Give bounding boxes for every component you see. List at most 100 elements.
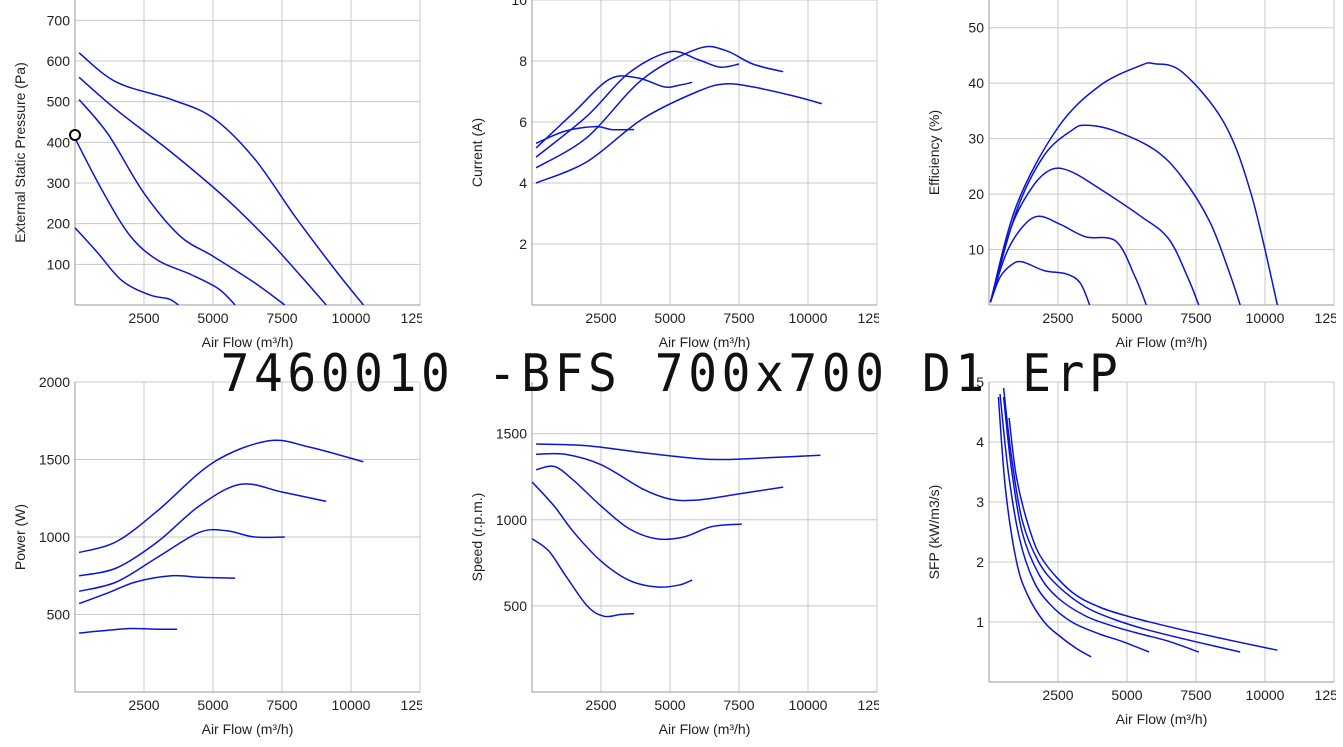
series-line-4 [989,215,1147,305]
efficiency-chart: 2500 5000 7500 10000 12500 10 20 30 40 50 Air Flow… [926,0,1343,350]
y-tick-label: 4 [976,434,984,450]
x-tick-label: 12500 [401,310,440,326]
x-tick-label: 10000 [789,697,828,713]
x-tick-label: 12500 [401,697,440,713]
operating-point-marker[interactable] [69,129,81,142]
y-tick-label: 1000 [496,512,527,528]
x-tick-label: 7500 [1180,687,1211,703]
x-tick-label: 10000 [332,697,371,713]
x-axis-label: Air Flow (m³/h) [202,721,294,737]
x-tick-label: 5000 [654,697,685,713]
x-tick-label: 5000 [197,697,228,713]
x-tick-label: 2500 [585,697,616,713]
series-line-4 [78,574,236,605]
y-tick-label: 100 [47,256,71,272]
y-tick-label: 3 [976,494,984,510]
x-tick-label: 10000 [332,310,371,326]
y-tick-label: 4 [519,175,527,191]
y-tick-label: 400 [47,134,71,150]
y-tick-label: 2000 [39,374,70,390]
y-axis-label: SFP (kW/m3/s) [926,485,942,580]
y-axis-label: External Static Pressure (Pa) [12,62,28,243]
series-line-5 [79,627,178,634]
y-tick-label: 10 [968,242,984,258]
y-tick-label: 50 [968,20,984,36]
series-line-4 [75,137,236,305]
power-chart: 2500 5000 7500 10000 12500 500 1000 1500 2000 Air… [12,374,440,737]
y-tick-label: 8 [519,53,527,69]
y-tick-label: 40 [968,75,984,91]
y-tick-label: 6 [519,114,527,130]
x-tick-label: 7500 [723,310,754,326]
series-line-3 [78,99,286,305]
series-line-2 [536,452,784,502]
y-tick-label: 500 [47,607,71,623]
series-line-4 [999,393,1150,653]
y-tick-label: 500 [47,94,71,110]
series-line-1 [78,52,364,305]
pressure-chart: 2500 5000 7500 10000 12500 100 200 300 400 500 600… [12,0,440,350]
x-tick-label: 7500 [266,697,297,713]
y-tick-label: 200 [47,216,71,232]
x-axis-label: Air Flow (m³/h) [659,334,751,350]
x-tick-label: 12500 [1315,687,1343,703]
x-tick-label: 2500 [585,310,616,326]
series-line-1 [535,82,823,184]
y-axis-label: Power (W) [12,504,28,570]
y-axis-label: Current (A) [469,118,485,187]
series-line-2 [989,124,1241,305]
series-line-2 [535,45,784,169]
series-line-4 [535,75,693,149]
x-tick-label: 5000 [1111,310,1142,326]
x-axis-label: Air Flow (m³/h) [1116,711,1208,727]
x-tick-label: 12500 [858,310,897,326]
y-tick-label: 600 [47,53,71,69]
y-tick-label: 700 [47,12,71,28]
speed-chart: 2500 5000 7500 10000 12500 500 1000 1500 Air Flo… [469,382,879,737]
y-axis-label: Speed (r.p.m.) [469,493,485,582]
y-tick-label: 10 [511,0,527,8]
y-tick-label: 1500 [39,452,70,468]
series-line-3 [78,528,285,593]
x-tick-label: 2500 [128,697,159,713]
sfp-chart: 2500 5000 7500 10000 12500 1 2 3 4 5 Air Flow (m³/… [926,374,1343,727]
series-line-2 [1002,387,1241,653]
y-tick-label: 500 [504,598,528,614]
x-tick-label: 7500 [723,697,754,713]
y-tick-label: 20 [968,186,984,202]
x-tick-label: 5000 [1111,687,1142,703]
y-tick-label: 1500 [496,426,527,442]
y-tick-label: 30 [968,131,984,147]
current-chart: 2500 5000 7500 10000 12500 2 4 6 8 10 Air Flow (m³… [469,0,897,350]
series-line-1 [989,62,1279,305]
x-tick-label: 10000 [1246,310,1285,326]
series-line-2 [78,76,327,305]
series-line-3 [989,167,1200,305]
x-tick-label: 5000 [197,310,228,326]
y-axis-label: Efficiency (%) [926,110,942,195]
series-line-5 [989,260,1091,305]
series-line-1 [536,443,821,461]
series-line-1 [78,439,364,554]
x-tick-label: 2500 [1042,687,1073,703]
y-tick-label: 2 [976,554,984,570]
x-tick-label: 2500 [1042,310,1073,326]
x-tick-label: 2500 [128,310,159,326]
x-tick-label: 12500 [1315,310,1343,326]
y-tick-label: 5 [976,374,984,390]
y-tick-label: 1000 [39,529,70,545]
y-tick-label: 1 [976,614,984,630]
series-line-1 [1008,417,1278,651]
x-axis-label: Air Flow (m³/h) [1116,334,1208,350]
series-line-5 [997,396,1092,658]
x-tick-label: 5000 [654,310,685,326]
series-line-3 [1002,396,1200,653]
series-line-4 [532,481,693,588]
series-line-3 [535,50,740,158]
x-axis-label: Air Flow (m³/h) [659,721,751,737]
x-tick-label: 10000 [1246,687,1285,703]
y-tick-label: 2 [519,236,527,252]
series-line-5 [532,538,635,618]
x-tick-label: 10000 [789,310,828,326]
